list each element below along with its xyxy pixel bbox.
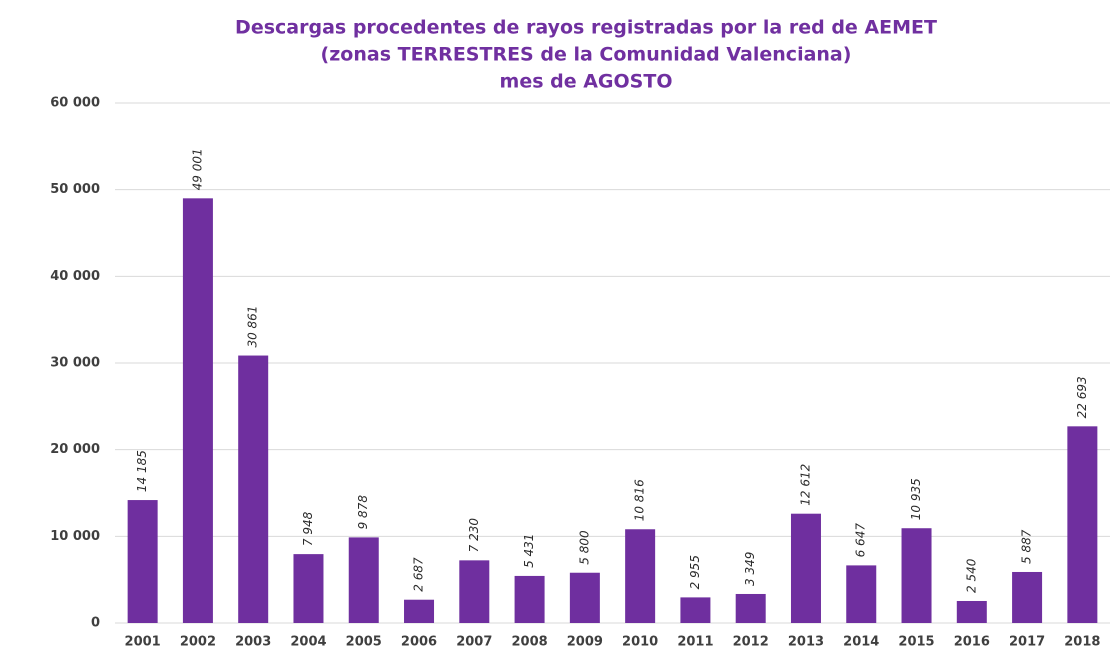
value-label: 9 878 (356, 495, 370, 530)
bar (625, 529, 656, 623)
value-label: 10 935 (909, 478, 923, 520)
bar (846, 565, 877, 623)
value-label: 5 887 (1020, 529, 1034, 564)
x-tick-label: 2002 (180, 635, 216, 650)
value-label: 7 948 (301, 511, 315, 546)
x-tick-label: 2008 (511, 635, 547, 650)
value-label: 5 800 (577, 530, 591, 565)
value-label: 2 687 (412, 557, 426, 592)
x-tick-label: 2010 (622, 635, 658, 650)
x-tick-label: 2007 (456, 635, 492, 650)
value-label: 3 349 (743, 552, 757, 586)
y-tick-label: 20 000 (50, 442, 100, 457)
x-tick-label: 2016 (954, 635, 990, 650)
bar (901, 528, 932, 623)
bar (127, 500, 158, 623)
y-tick-label: 60 000 (50, 96, 100, 111)
x-tick-label: 2012 (733, 635, 769, 650)
bar (404, 599, 435, 623)
value-label: 2 540 (964, 558, 978, 593)
value-label: 10 816 (633, 479, 647, 521)
bar (182, 198, 213, 624)
value-label: 7 230 (467, 518, 481, 553)
x-tick-label: 2014 (843, 635, 879, 650)
value-label: 2 955 (688, 555, 702, 589)
chart-title: (zonas TERRESTRES de la Comunidad Valenc… (321, 44, 852, 66)
x-tick-label: 2005 (346, 635, 382, 650)
bar (956, 600, 987, 623)
x-tick-label: 2015 (898, 635, 934, 650)
chart-title: mes de AGOSTO (500, 71, 673, 93)
y-tick-label: 30 000 (50, 356, 100, 371)
y-tick-label: 50 000 (50, 182, 100, 197)
bar (348, 537, 379, 623)
value-label: 12 612 (798, 464, 812, 506)
x-tick-label: 2018 (1064, 635, 1100, 650)
bar (1012, 571, 1043, 623)
chart-title: Descargas procedentes de rayos registrad… (235, 17, 937, 39)
value-label: 5 431 (522, 534, 536, 568)
bar (293, 554, 324, 623)
bar (735, 593, 766, 623)
bar (514, 575, 545, 623)
value-label: 14 185 (135, 450, 149, 492)
bar (569, 572, 600, 623)
y-tick-label: 10 000 (50, 529, 100, 544)
x-tick-label: 2001 (125, 635, 161, 650)
value-label: 30 861 (246, 306, 260, 348)
x-tick-label: 2017 (1009, 635, 1045, 650)
y-tick-label: 40 000 (50, 269, 100, 284)
bar (238, 355, 269, 623)
bar (1067, 426, 1098, 623)
bar (680, 597, 711, 623)
bar (790, 513, 821, 623)
y-tick-label: 0 (91, 616, 100, 631)
x-tick-label: 2006 (401, 635, 437, 650)
x-tick-label: 2009 (567, 635, 603, 650)
bar (459, 560, 490, 623)
x-tick-label: 2003 (235, 635, 271, 650)
value-label: 49 001 (190, 148, 204, 190)
value-label: 6 647 (854, 523, 868, 558)
x-tick-label: 2004 (290, 635, 326, 650)
x-tick-label: 2013 (788, 635, 824, 650)
x-tick-label: 2011 (677, 635, 713, 650)
value-label: 22 693 (1075, 376, 1089, 418)
